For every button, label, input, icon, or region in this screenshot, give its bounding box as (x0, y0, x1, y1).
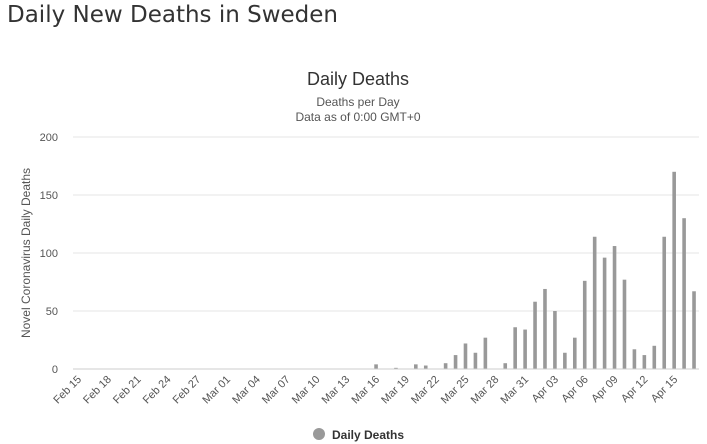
bar[interactable] (622, 279, 627, 369)
x-tick-label: Apr 09 (589, 374, 620, 405)
bar[interactable] (672, 171, 676, 369)
bar[interactable] (543, 288, 547, 369)
bar[interactable] (423, 365, 428, 369)
x-tick-label: Apr 03 (530, 374, 561, 405)
x-tick-label: Feb 27 (171, 374, 204, 407)
bar[interactable] (473, 352, 478, 369)
bar[interactable] (374, 364, 378, 369)
bar[interactable] (394, 367, 398, 369)
bar[interactable] (572, 337, 577, 369)
bar[interactable] (443, 363, 448, 369)
bar[interactable] (553, 311, 557, 369)
x-tick-label: Apr 15 (649, 374, 680, 405)
x-tick-label: Feb 24 (141, 374, 174, 407)
x-tick-label: Mar 13 (320, 374, 353, 407)
legend-marker (313, 428, 325, 440)
x-tick-label: Mar 19 (379, 374, 412, 407)
x-tick-label: Feb 15 (51, 374, 84, 407)
bar[interactable] (682, 218, 686, 369)
bar[interactable] (453, 355, 458, 369)
x-tick-label: Mar 01 (200, 374, 233, 407)
y-tick-label: 50 (46, 306, 58, 318)
y-tick-labels: 0 50 100 150 200 (40, 132, 58, 376)
x-tick-label: Mar 31 (499, 374, 532, 407)
legend-label[interactable]: Daily Deaths (332, 428, 404, 442)
chart-subtitle-line-1: Deaths per Day (316, 95, 399, 109)
bar[interactable] (563, 352, 567, 369)
y-axis-label: Novel Coronavirus Daily Deaths (19, 168, 33, 338)
bar[interactable] (533, 301, 537, 369)
bar[interactable] (632, 349, 637, 369)
bar[interactable] (503, 363, 508, 369)
legend[interactable]: Daily Deaths (313, 428, 404, 442)
x-tick-label: Mar 07 (260, 374, 293, 407)
bar[interactable] (662, 236, 667, 369)
chart-subtitle-line-2: Data as of 0:00 GMT+0 (295, 110, 420, 124)
x-tick-label: Mar 10 (290, 374, 323, 407)
bar[interactable] (652, 345, 657, 369)
bar[interactable] (642, 355, 647, 369)
x-tick-label: Apr 12 (619, 374, 650, 405)
bar[interactable] (602, 257, 607, 369)
chart-title: Daily Deaths (307, 69, 409, 89)
bar[interactable] (582, 280, 587, 369)
y-tick-label: 100 (40, 248, 58, 260)
y-tick-label: 0 (52, 364, 58, 376)
x-tick-label: Feb 18 (81, 374, 114, 407)
x-tick-label: Mar 28 (469, 374, 502, 407)
bar[interactable] (612, 246, 617, 369)
bar[interactable] (523, 329, 527, 369)
bar[interactable] (692, 291, 696, 369)
x-tick-label: Mar 04 (230, 374, 263, 407)
bar[interactable] (463, 343, 468, 369)
x-tick-label: Feb 21 (111, 374, 144, 407)
y-tick-label: 200 (40, 132, 58, 144)
page-heading: Daily New Deaths in Sweden (7, 2, 338, 28)
x-tick-label: Apr 06 (559, 374, 590, 405)
x-tick-label: Mar 16 (349, 374, 382, 407)
bar[interactable] (592, 236, 597, 369)
bars (374, 171, 696, 369)
bar[interactable] (483, 337, 488, 369)
y-tick-label: 150 (40, 190, 58, 202)
bar[interactable] (414, 364, 418, 369)
bar[interactable] (513, 327, 517, 369)
x-tick-label: Mar 25 (439, 374, 472, 407)
x-tick-label: Mar 22 (409, 374, 442, 407)
